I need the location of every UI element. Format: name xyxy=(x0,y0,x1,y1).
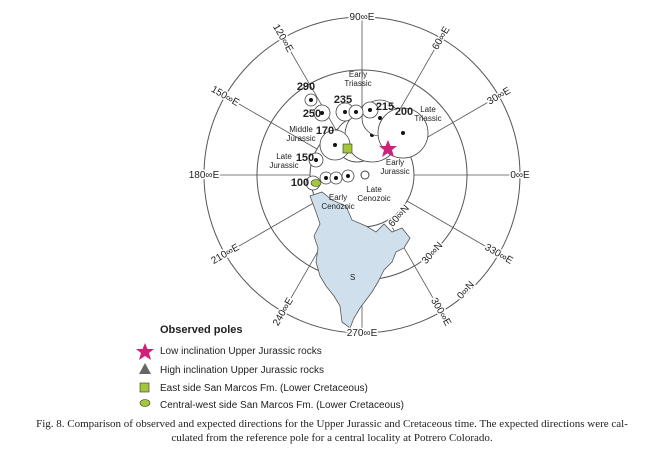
latitude-label: 30∞N xyxy=(420,240,445,266)
pole xyxy=(314,158,318,162)
longitude-label: 270∞E xyxy=(347,328,378,339)
region-label: Middle Jurassic xyxy=(286,125,315,143)
center xyxy=(360,170,370,180)
pole-age: 200 xyxy=(395,106,413,118)
pole-age: 170 xyxy=(316,125,334,137)
longitude-label: 300∞E xyxy=(428,296,453,328)
pole xyxy=(324,176,328,180)
longitude-label: 0∞E xyxy=(510,170,530,181)
north-america xyxy=(309,191,411,329)
pole xyxy=(333,143,337,147)
pole xyxy=(343,110,347,114)
legend-ellipse xyxy=(139,399,151,407)
region-label: Early Cenozoic xyxy=(321,193,354,211)
map-label: S xyxy=(350,273,355,282)
latitude-label: 0∞N xyxy=(455,279,477,301)
legend-item: East side San Marcos Fm. (Lower Cretaceo… xyxy=(160,383,368,394)
legend-star xyxy=(136,343,154,360)
legend-square xyxy=(139,382,150,393)
ellipse-pole xyxy=(310,179,322,187)
longitude-label: 210∞E xyxy=(209,242,241,267)
spoke xyxy=(406,200,500,255)
pole xyxy=(309,98,313,102)
legend-triangle xyxy=(139,363,151,374)
longitude-label: 90∞E xyxy=(350,12,375,23)
legend-item: Central-west side San Marcos Fm. (Lower … xyxy=(160,400,404,411)
longitude-label: 240∞E xyxy=(271,296,296,328)
pole-age: 150 xyxy=(296,152,314,164)
pole xyxy=(401,131,405,135)
legend-item: Low inclination Upper Jurassic rocks xyxy=(160,346,322,357)
pole xyxy=(368,108,372,112)
region-label: Late Cenozoic xyxy=(357,185,390,203)
pole-age: 235 xyxy=(334,94,352,106)
pole-age: 100 xyxy=(291,177,309,189)
pole xyxy=(334,176,338,180)
pole-age: 215 xyxy=(376,101,394,113)
latitude-label: 60∞N xyxy=(387,203,412,229)
pole xyxy=(346,174,350,178)
pole xyxy=(354,110,358,114)
region-label: Late Triassic xyxy=(414,105,441,123)
spoke xyxy=(224,95,318,150)
region-label: Early Jurassic xyxy=(380,158,409,176)
longitude-label: 330∞E xyxy=(483,242,515,267)
legend-title: Observed poles xyxy=(160,324,243,336)
pole xyxy=(320,111,324,115)
longitude-label: 150∞E xyxy=(209,84,241,109)
longitude-label: 120∞E xyxy=(270,22,295,54)
square-pole xyxy=(342,143,353,154)
longitude-label: 180∞E xyxy=(189,170,220,181)
pole xyxy=(378,116,382,120)
star-pole xyxy=(379,140,397,157)
longitude-label: 30∞E xyxy=(486,85,513,107)
spoke xyxy=(224,200,318,255)
pole-age: 250 xyxy=(303,108,321,120)
legend-item: High inclination Upper Jurassic rocks xyxy=(160,365,324,376)
pole-age: 290 xyxy=(297,81,315,93)
region-label: Early Triassic xyxy=(344,70,371,88)
longitude-label: 60∞E xyxy=(430,25,452,52)
region-label: Late Jurassic xyxy=(269,152,298,170)
caption: culated from the reference pole for a ce… xyxy=(171,432,493,444)
caption: Fig. 8. Comparison of observed and expec… xyxy=(36,418,628,430)
